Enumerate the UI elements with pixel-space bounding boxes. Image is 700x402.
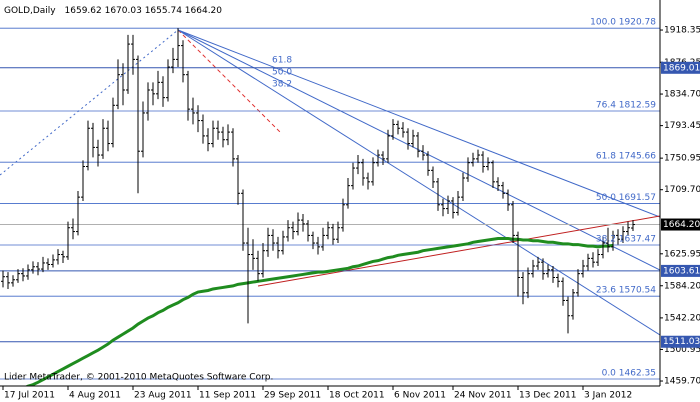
plot [0,27,660,386]
fan-label: 38.2 [272,80,292,90]
fan-line [177,29,660,336]
fib-label: 76.4 1812.59 [596,100,656,110]
y-tick-label: 1459.70 [664,377,700,387]
x-tick-label: 4 Aug 2011 [69,391,121,401]
x-tick-label: 3 Jan 2012 [584,391,632,401]
last-price-bg [661,218,700,231]
fan-label: 50.0 [272,68,292,78]
price-label: 1603.61 [663,266,700,276]
y-tick-label: 1709.70 [664,185,700,195]
price-label-bg [661,61,700,74]
last-price-label: 1664.20 [663,220,700,230]
drawings [0,29,660,336]
x-tick-label: 18 Oct 2011 [329,391,385,401]
dotted-trendline [0,29,179,176]
x-tick-label: 24 Nov 2011 [454,391,512,401]
low: 1655.74 [145,6,182,16]
fib-label: 61.8 1745.66 [596,152,656,162]
x-tick-label: 23 Aug 2011 [134,391,192,401]
fib-label: 50.0 1691.57 [596,193,656,203]
fan-line [177,29,660,218]
open: 1659.62 [65,6,102,16]
close: 1664.20 [185,6,222,16]
y-tick-label: 1793.45 [664,121,700,131]
header: GOLD,Daily 1659.62 1670.03 1655.74 1664.… [4,6,222,16]
y-tick-label: 1625.95 [664,249,700,259]
fan-label: 61.8 [272,56,292,66]
y-tick-label: 1500.95 [664,345,700,355]
y-tick-label: 1918.35 [664,26,700,36]
y-tick-label: 1584.20 [664,281,700,291]
price-label-bg [661,264,700,277]
price-label: 1869.01 [663,63,700,73]
fib-label: 38.2 1637.47 [596,234,656,244]
y-tick-label: 1834.70 [664,90,700,100]
y-tick-label: 1542.20 [664,313,700,323]
price-label-bg [661,335,700,348]
x-tick-label: 29 Sep 2011 [264,391,321,401]
fib-label: 0.0 1462.35 [602,368,656,378]
y-tick-label: 1750.95 [664,154,700,164]
fib-label: 23.6 1570.54 [596,286,656,296]
fib-label: 100.0 1920.78 [590,18,656,28]
price-label: 1511.03 [663,337,700,347]
high: 1670.03 [105,6,142,16]
x-tick-label: 13 Dec 2011 [519,391,577,401]
symbol: GOLD,Daily [4,6,56,16]
x-tick-label: 17 Jul 2011 [4,391,55,401]
x-tick-label: 11 Sep 2011 [199,391,256,401]
footer: Lider MetaTrader, © 2001-2010 MetaQuotes… [4,373,273,383]
moving-average [24,236,614,386]
red-trendline [257,215,660,287]
x-tick-label: 6 Nov 2011 [394,391,446,401]
red-dashed-line [177,29,281,133]
